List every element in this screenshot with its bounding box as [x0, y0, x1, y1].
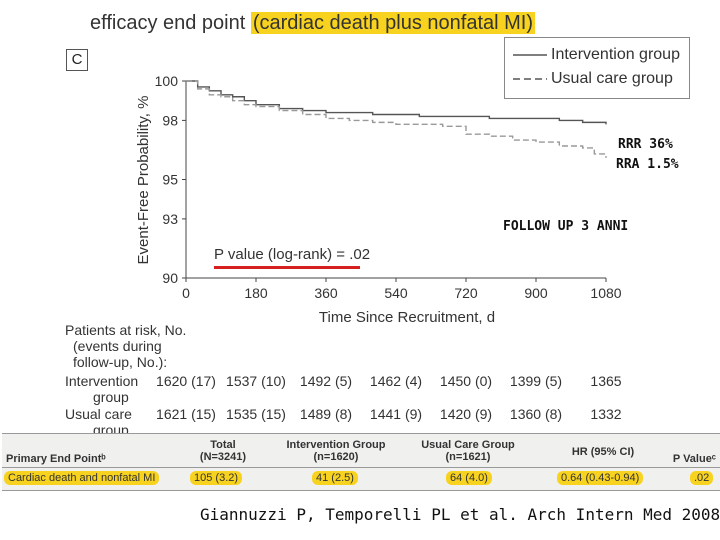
y-tick-label: 93 — [162, 211, 178, 227]
total-value: 105 (3.2) — [190, 471, 243, 485]
y-tick-label: 95 — [162, 172, 178, 188]
risk-cell: 1462 (4) — [369, 373, 423, 389]
header-total: Total (N=3241) — [192, 439, 254, 463]
legend-intervention: Intervention group — [513, 46, 680, 64]
risk-cell: 1537 (10) — [226, 373, 286, 389]
row-pvalue: .02 — [690, 471, 714, 485]
header-intervention-label: Intervention Group — [286, 439, 386, 451]
y-tick-label: 100 — [155, 73, 179, 89]
series-intervention-line — [186, 80, 607, 125]
chart-ticks: 0 180 360 540 720 900 1080 90 93 95 98 100 — [155, 73, 622, 301]
header-hr: HR (95% CI) — [571, 446, 635, 458]
risk-cell: 1365 — [590, 373, 622, 389]
chart-lines — [186, 80, 607, 158]
risk-title-line: Patients at risk, No. — [65, 322, 187, 338]
risk-title-line: (events during — [73, 338, 162, 354]
row-usual: 64 (4.0) — [446, 471, 492, 485]
annotation-rra: RRA 1.5% — [616, 157, 679, 172]
row-total: 105 (3.2) — [190, 471, 243, 485]
endpoint-name: Cardiac death and nonfatal MI — [4, 471, 160, 485]
risk-cell: 1420 (9) — [439, 406, 493, 422]
annotation-followup: FOLLOW UP 3 ANNI — [503, 219, 629, 234]
header-pvalue: P Valueᶜ — [672, 453, 716, 465]
usual-value: 64 (4.0) — [446, 471, 492, 485]
x-tick-label: 900 — [524, 285, 548, 301]
header-total-label: Total — [210, 439, 236, 451]
x-tick-label: 360 — [314, 285, 338, 301]
annotation-rrr: RRR 36% — [618, 137, 673, 152]
header-total-n: (N=3241) — [199, 451, 247, 463]
table-divider — [2, 467, 720, 468]
risk-cell: 1450 (0) — [439, 373, 493, 389]
title-highlight: (cardiac death plus nonfatal MI) — [250, 12, 536, 34]
header-intervention: Intervention Group (n=1620) — [284, 439, 388, 463]
row-hr: 0.64 (0.43-0.94) — [557, 471, 644, 485]
risk-table-title: Patients at risk, No. (events during fol… — [65, 322, 186, 370]
pvalue-label: P value (log-rank) = .02 — [214, 246, 371, 263]
risk-row-label: Intervention — [65, 373, 139, 389]
header-usual-label: Usual Care Group — [421, 439, 515, 451]
legend-intervention-label: Intervention group — [551, 46, 680, 63]
risk-cell: 1620 (17) — [156, 373, 216, 389]
x-tick-label: 1080 — [590, 285, 621, 301]
x-tick-label: 0 — [182, 285, 190, 301]
risk-row-label-intervention: Intervention group — [65, 373, 138, 405]
risk-row-label: Usual care — [65, 406, 132, 422]
x-tick-label: 720 — [454, 285, 478, 301]
risk-cell: 1360 (8) — [509, 406, 563, 422]
row-endpoint-name: Cardiac death and nonfatal MI — [4, 471, 160, 485]
endpoint-table: Primary End Pointᵇ Total (N=3241) Interv… — [2, 433, 720, 491]
hr-value: 0.64 (0.43-0.94) — [557, 471, 644, 485]
risk-cell: 1535 (15) — [226, 406, 286, 422]
y-axis-label: Event-Free Probability, % — [135, 96, 152, 265]
risk-cell: 1621 (15) — [156, 406, 216, 422]
risk-cell: 1441 (9) — [369, 406, 423, 422]
legend-usual: Usual care group — [513, 70, 673, 88]
pvalue-underline — [214, 266, 360, 269]
x-axis-label: Time Since Recruitment, d — [319, 309, 495, 326]
y-tick-label: 90 — [162, 270, 178, 286]
risk-cell: 1489 (8) — [299, 406, 353, 422]
title-prefix: efficacy end point — [90, 12, 251, 34]
x-tick-label: 180 — [244, 285, 268, 301]
panel-letter: C — [66, 49, 88, 71]
risk-cell: 1399 (5) — [509, 373, 563, 389]
header-usual-n: (n=1621) — [445, 451, 491, 463]
header-usual-care: Usual Care Group (n=1621) — [420, 439, 516, 463]
x-tick-label: 540 — [384, 285, 408, 301]
slide-title: efficacy end point (cardiac death plus n… — [90, 12, 536, 35]
header-primary-end-point: Primary End Pointᵇ — [6, 453, 106, 465]
row-intervention: 41 (2.5) — [312, 471, 358, 485]
series-usual-line — [186, 80, 607, 158]
pvalue-value: .02 — [690, 471, 714, 485]
intervention-value: 41 (2.5) — [312, 471, 358, 485]
y-tick-label: 98 — [162, 112, 178, 128]
risk-title-line: follow-up, No.): — [73, 354, 168, 370]
chart-legend: Intervention group Usual care group — [504, 37, 690, 99]
legend-usual-label: Usual care group — [551, 70, 673, 87]
risk-cell: 1332 — [590, 406, 622, 422]
citation: Giannuzzi P, Temporelli PL et al. Arch I… — [200, 505, 720, 524]
risk-cell: 1492 (5) — [299, 373, 353, 389]
risk-row-label: group — [93, 389, 129, 405]
header-intervention-n: (n=1620) — [313, 451, 359, 463]
